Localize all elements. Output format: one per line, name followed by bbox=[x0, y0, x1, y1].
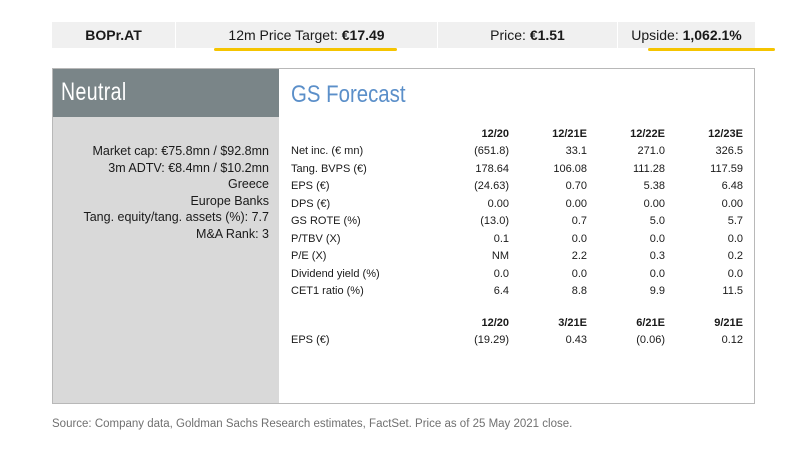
table-row: DPS (€) 0.00 0.00 0.00 0.00 bbox=[291, 195, 743, 213]
cell: 2.2 bbox=[571, 250, 587, 263]
cell: 111.28 bbox=[632, 162, 665, 175]
price-target-label: 12m Price Target: bbox=[228, 27, 338, 43]
column-header: 12/20 bbox=[481, 316, 509, 329]
price: Price: €1.51 bbox=[438, 22, 618, 48]
company-sidebar: Neutral Market cap: €75.8mn / $92.8mn 3m… bbox=[53, 69, 279, 403]
quarterly-forecast-table: 12/20 3/21E 6/21E 9/21E EPS (€) (19.29) … bbox=[291, 314, 743, 349]
table-header: 12/20 12/21E 12/22E 12/23E bbox=[291, 125, 743, 143]
cell: 0.1 bbox=[493, 232, 509, 245]
cell: 0.2 bbox=[727, 250, 743, 263]
price-target: 12m Price Target: €17.49 bbox=[176, 22, 438, 51]
forecast-panel: Neutral Market cap: €75.8mn / $92.8mn 3m… bbox=[52, 68, 755, 404]
table-row: Dividend yield (%) 0.0 0.0 0.0 0.0 bbox=[291, 265, 743, 283]
cell: (19.29) bbox=[474, 334, 509, 347]
table-row: Tang. BVPS (€) 178.64 106.08 111.28 117.… bbox=[291, 160, 743, 178]
column-header: 12/21E bbox=[552, 127, 587, 140]
cell: 106.08 bbox=[553, 162, 587, 175]
column-header: 3/21E bbox=[558, 316, 587, 329]
metric-sector: Europe Banks bbox=[190, 193, 269, 208]
cell: 0.0 bbox=[571, 232, 587, 245]
cell: 0.00 bbox=[487, 197, 509, 210]
cell: (651.8) bbox=[474, 145, 509, 158]
row-label: P/TBV (X) bbox=[291, 232, 341, 245]
row-label: EPS (€) bbox=[291, 334, 330, 347]
header-bar: BOPr.AT 12m Price Target: €17.49 Price: … bbox=[52, 22, 775, 51]
metric-country: Greece bbox=[228, 177, 269, 191]
rating: Neutral bbox=[61, 78, 127, 106]
upside-value: 1,062.1% bbox=[682, 27, 742, 43]
column-header: 6/21E bbox=[636, 316, 665, 329]
cell: 5.38 bbox=[643, 180, 665, 193]
cell: 0.00 bbox=[565, 197, 587, 210]
cell: NM bbox=[491, 250, 509, 263]
upside-label: Upside: bbox=[631, 27, 679, 43]
column-header: 12/23E bbox=[708, 127, 743, 140]
row-label: CET1 ratio (%) bbox=[291, 285, 364, 298]
column-header: 12/22E bbox=[630, 127, 665, 140]
table-row: GS ROTE (%) (13.0) 0.7 5.0 5.7 bbox=[291, 213, 743, 231]
table-row: EPS (€) (19.29) 0.43 (0.06) 0.12 bbox=[291, 332, 743, 350]
cell: (13.0) bbox=[480, 215, 509, 228]
row-label: Tang. BVPS (€) bbox=[291, 162, 367, 175]
cell: 0.7 bbox=[571, 215, 587, 228]
price-target-value: €17.49 bbox=[341, 27, 385, 43]
cell: 0.0 bbox=[493, 267, 509, 280]
price-label: Price: bbox=[490, 27, 526, 43]
column-header: 9/21E bbox=[714, 316, 743, 329]
row-label: Net inc. (€ mn) bbox=[291, 145, 364, 158]
cell: 178.64 bbox=[475, 162, 509, 175]
row-label: DPS (€) bbox=[291, 197, 331, 210]
forecast-title: GS Forecast bbox=[291, 81, 406, 108]
cell: 5.7 bbox=[727, 215, 743, 228]
column-header: 12/20 bbox=[481, 127, 509, 140]
metric-tang-equity: Tang. equity/tang. assets (%): 7.7 bbox=[83, 210, 269, 224]
cell: 271.0 bbox=[637, 145, 665, 158]
cell: 6.4 bbox=[493, 285, 509, 298]
cell: 5.0 bbox=[649, 215, 665, 228]
cell: 0.0 bbox=[727, 267, 743, 280]
table-row: EPS (€) (24.63) 0.70 5.38 6.48 bbox=[291, 178, 743, 196]
cell: 33.1 bbox=[565, 145, 587, 158]
cell: 8.8 bbox=[571, 285, 587, 298]
cell: (24.63) bbox=[474, 180, 509, 193]
company-metrics: Market cap: €75.8mn / $92.8mn 3m ADTV: €… bbox=[53, 143, 269, 242]
cell: 0.0 bbox=[571, 267, 587, 280]
cell: 0.00 bbox=[643, 197, 665, 210]
metric-market-cap: Market cap: €75.8mn / $92.8mn bbox=[92, 144, 269, 158]
row-label: GS ROTE (%) bbox=[291, 215, 361, 228]
cell: 0.0 bbox=[649, 267, 665, 280]
metric-adtv: 3m ADTV: €8.4mn / $10.2mn bbox=[108, 160, 269, 175]
table-row: Net inc. (€ mn) (651.8) 33.1 271.0 326.5 bbox=[291, 143, 743, 161]
cell: 117.59 bbox=[710, 162, 743, 175]
price-value: €1.51 bbox=[529, 27, 565, 43]
metric-ma-rank: M&A Rank: 3 bbox=[196, 226, 269, 241]
cell: 0.00 bbox=[721, 197, 743, 210]
cell: 0.12 bbox=[721, 334, 743, 347]
cell: 11.5 bbox=[722, 285, 743, 298]
table-row: P/E (X) NM 2.2 0.3 0.2 bbox=[291, 248, 743, 266]
annual-forecast-table: 12/20 12/21E 12/22E 12/23E Net inc. (€ m… bbox=[291, 125, 743, 300]
rating-box: Neutral bbox=[53, 69, 279, 117]
upside-highlight bbox=[648, 48, 775, 51]
cell: 0.70 bbox=[565, 180, 587, 193]
row-label: EPS (€) bbox=[291, 180, 330, 193]
cell: (0.06) bbox=[636, 334, 665, 347]
cell: 326.5 bbox=[715, 145, 743, 158]
cell: 0.3 bbox=[649, 250, 665, 263]
table-row: CET1 ratio (%) 6.4 8.8 9.9 11.5 bbox=[291, 283, 743, 301]
upside: Upside: 1,062.1% bbox=[618, 22, 775, 51]
table-row: P/TBV (X) 0.1 0.0 0.0 0.0 bbox=[291, 230, 743, 248]
cell: 0.43 bbox=[565, 334, 587, 347]
ticker: BOPr.AT bbox=[52, 22, 176, 48]
cell: 9.9 bbox=[649, 285, 665, 298]
table-header: 12/20 3/21E 6/21E 9/21E bbox=[291, 314, 743, 332]
cell: 6.48 bbox=[721, 180, 743, 193]
cell: 0.0 bbox=[727, 232, 743, 245]
price-target-highlight bbox=[214, 48, 397, 51]
cell: 0.0 bbox=[649, 232, 665, 245]
row-label: P/E (X) bbox=[291, 250, 327, 263]
source-note: Source: Company data, Goldman Sachs Rese… bbox=[52, 418, 573, 430]
row-label: Dividend yield (%) bbox=[291, 267, 380, 280]
